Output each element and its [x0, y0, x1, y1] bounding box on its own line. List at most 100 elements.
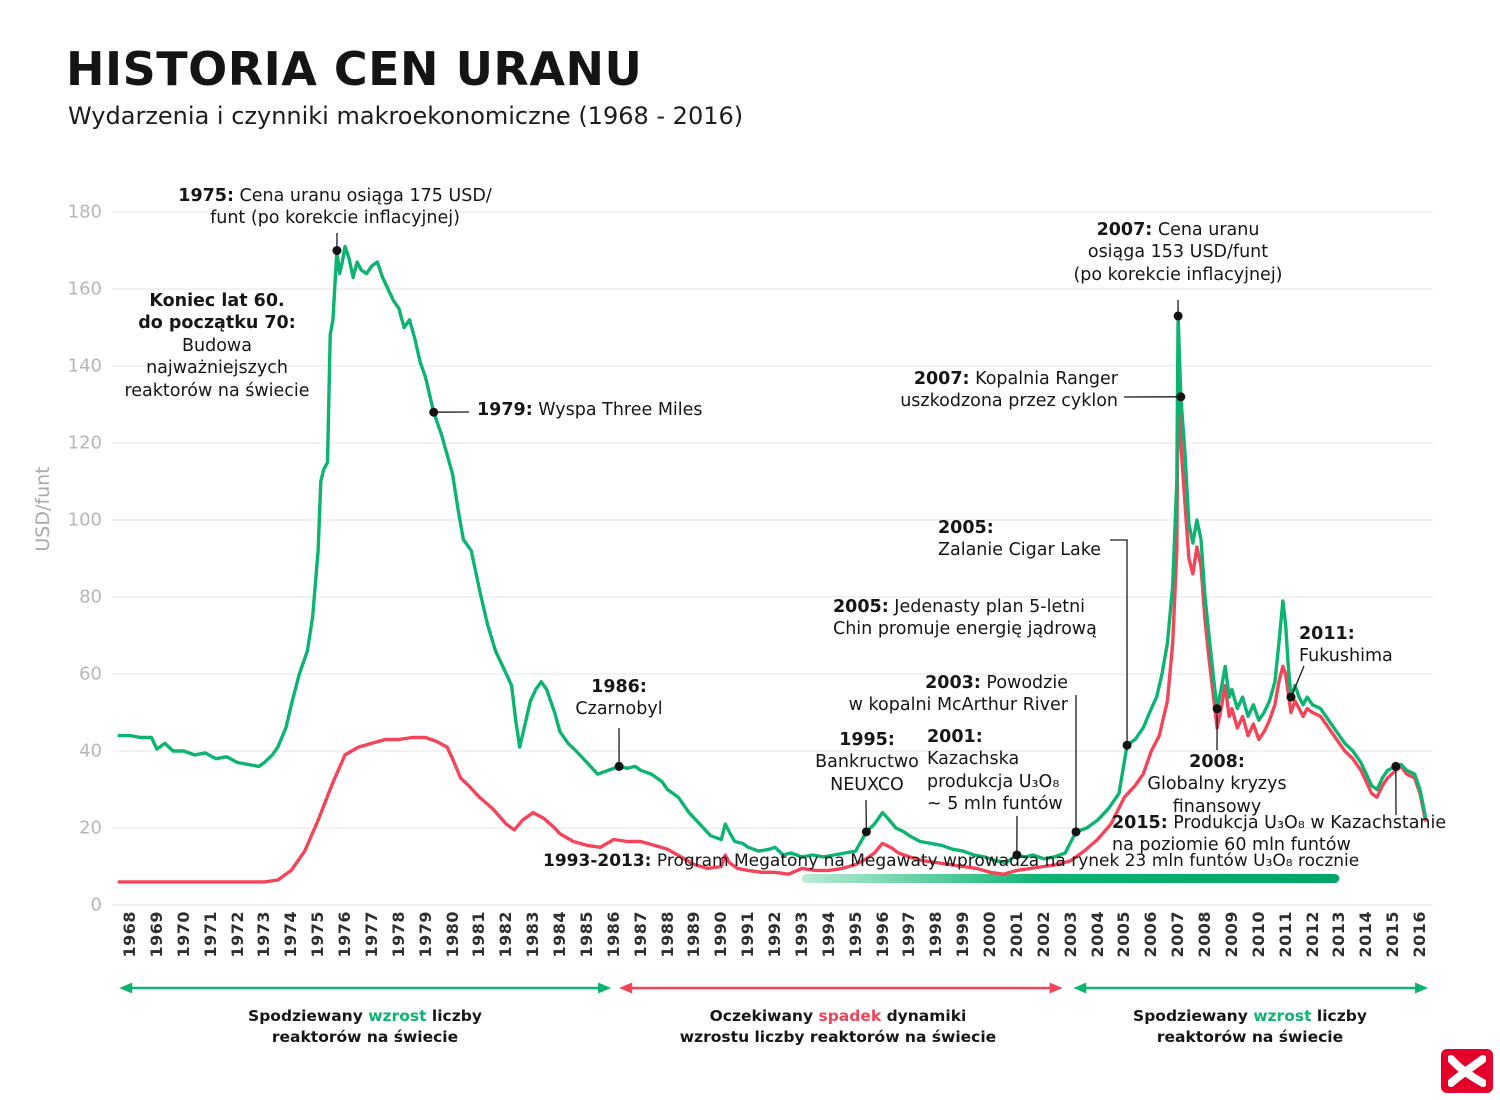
- x-tick-label: 1983: [523, 911, 543, 958]
- x-tick-label: 1980: [442, 911, 462, 958]
- annotation-text: Fukushima: [1299, 646, 1393, 667]
- x-tick-label: 1993: [791, 911, 811, 958]
- annotation-bold: 2005:: [833, 597, 889, 617]
- annotation-bold: 1995:: [839, 730, 895, 750]
- annotation-bold: 1986:: [591, 677, 647, 697]
- x-tick-label: 1977: [361, 911, 381, 958]
- y-tick-label: 120: [67, 432, 102, 454]
- x-tick-label: 1976: [335, 911, 354, 958]
- annotation-1975-peak: 1975: Cena uranu osiąga 175 USD/ funt (p…: [165, 185, 505, 230]
- arrow-label-line2: reaktorów na świecie: [1156, 1028, 1344, 1046]
- x-tick-label: 1968: [120, 911, 139, 958]
- y-tick-label: 100: [67, 509, 102, 531]
- arrow-label-line1: Oczekiwany spadek dynamiki: [709, 1007, 967, 1025]
- x-tick-label: 1995: [845, 911, 865, 958]
- y-tick-label: 60: [79, 663, 102, 685]
- x-tick-label: 1996: [872, 911, 892, 958]
- x-tick-label: 1998: [926, 911, 946, 958]
- annotation-text: Czarnobyl: [575, 699, 663, 720]
- x-tick-label: 1971: [200, 911, 220, 958]
- annotation-2005-cigar-lake: 2005: Zalanie Cigar Lake: [938, 517, 1118, 562]
- x-tick-label: 2002: [1033, 911, 1053, 958]
- annotation-text: Cena uranu osiąga 153 USD/funt (po korek…: [1073, 220, 1283, 285]
- y-tick-label: 140: [67, 355, 102, 377]
- annotation-bold: 2015:: [1112, 813, 1168, 833]
- x-tick-label: 1982: [496, 911, 516, 958]
- arrow-label-line1: Spodziewany wzrost liczby: [1133, 1007, 1367, 1025]
- annotation-2008-financial-crisis: 2008: Globalny kryzys finansowy: [1138, 751, 1296, 818]
- y-tick-label: 180: [67, 201, 102, 223]
- annotation-text: Wyspa Three Miles: [532, 400, 703, 420]
- x-tick-label: 2008: [1195, 911, 1214, 958]
- x-tick-label: 1999: [953, 911, 973, 958]
- x-tick-label: 1985: [576, 911, 596, 958]
- annotation-2007-ranger-mine: 2007: Kopalnia Ranger uszkodzona przez c…: [886, 368, 1118, 413]
- y-tick-label: 0: [90, 894, 102, 916]
- x-tick-label: 1987: [630, 911, 650, 958]
- x-tick-label: 1984: [550, 911, 569, 958]
- arrow-label-line2: wzrostu liczby reaktorów na świecie: [679, 1028, 997, 1046]
- annotation-2015-kazakh-output: 2015: Produkcja U₃O₈ w Kazachstanie na p…: [1112, 812, 1462, 857]
- y-tick-label: 80: [79, 586, 102, 608]
- arrow-label-line2: reaktorów na świecie: [271, 1028, 459, 1046]
- y-tick-label: 20: [79, 817, 102, 839]
- annotation-text: Produkcja U₃O₈ w Kazachstanie na poziomi…: [1112, 813, 1447, 856]
- x-tick-label: 1991: [738, 911, 758, 958]
- arrow-label-line1: Spodziewany wzrost liczby: [248, 1007, 482, 1025]
- annotation-bold: 2003:: [925, 673, 981, 693]
- annotation-bold: 2011:: [1299, 624, 1355, 644]
- annotation-text: Bankructwo NEUXCO: [815, 752, 919, 795]
- x-tick-label: 2013: [1329, 911, 1349, 958]
- x-tick-label: 2001: [1006, 911, 1026, 958]
- x-tick-label: 1975: [308, 911, 328, 958]
- highlight-spadek: spadek: [818, 1007, 882, 1025]
- x-tick-label: 2012: [1302, 911, 1322, 958]
- annotation-2011-fukushima: 2011: Fukushima: [1299, 623, 1419, 668]
- y-tick-label: 40: [79, 740, 102, 762]
- x-tick-label: 2003: [1060, 911, 1080, 958]
- x-tick-label: 2015: [1383, 911, 1403, 958]
- annotation-text: Budowa najważniejszych reaktorów na świe…: [124, 335, 310, 401]
- x-tick-label: 2005: [1114, 911, 1134, 958]
- annotation-text: Cena uranu osiąga 175 USD/ funt (po kore…: [210, 186, 492, 229]
- xtb-logo: [1441, 1049, 1493, 1093]
- y-tick-label: 160: [67, 278, 102, 300]
- highlight-wzrost: wzrost: [1253, 1007, 1312, 1025]
- x-tick-label: 1974: [281, 911, 301, 958]
- x-tick-label: 2016: [1410, 911, 1429, 958]
- x-tick-label: 2000: [980, 911, 999, 958]
- annotation-bold: 2001:: [927, 727, 983, 747]
- annotation-text: Kazachska produkcja U₃O₈ ~ 5 mln funtów: [927, 749, 1063, 815]
- x-tick-label: 1972: [227, 911, 247, 958]
- x-tick-label: 1989: [684, 911, 704, 958]
- annotation-bold: Koniec lat 60. do początku 70:: [138, 291, 296, 334]
- x-tick-label: 1979: [415, 911, 435, 958]
- annotation-2003-mcarthur-flood: 2003: Powodzie w kopalni McArthur River: [830, 672, 1068, 717]
- x-tick-label: 1992: [765, 911, 784, 958]
- x-tick-label: 1988: [657, 911, 677, 958]
- highlight-wzrost: wzrost: [368, 1007, 427, 1025]
- x-tick-label: 2009: [1221, 911, 1241, 958]
- x-tick-label: 1981: [469, 911, 489, 958]
- x-tick-label: 1969: [146, 911, 166, 958]
- x-tick-label: 1978: [388, 911, 408, 958]
- x-tick-label: 1973: [254, 911, 274, 958]
- annotation-late-60s: Koniec lat 60. do początku 70: Budowa na…: [112, 290, 322, 402]
- x-tick-label: 1997: [899, 911, 919, 958]
- x-tick-label: 2004: [1087, 911, 1107, 958]
- x-tick-label: 1994: [818, 911, 838, 958]
- annotation-1986-chernobyl: 1986: Czarnobyl: [558, 676, 680, 721]
- arrow-label-growth-1: Spodziewany wzrost liczby reaktorów na ś…: [155, 1006, 575, 1048]
- x-tick-label: 2010: [1248, 911, 1268, 958]
- x-tick-label: 2007: [1168, 911, 1188, 958]
- annotation-bold: 2005:: [938, 518, 994, 538]
- annotation-text: Globalny kryzys finansowy: [1147, 774, 1287, 817]
- annotation-bold: 1975:: [178, 186, 234, 206]
- x-tick-label: 1986: [603, 911, 623, 958]
- annotation-bold: 2007:: [1096, 220, 1153, 240]
- x-tick-label: 2011: [1275, 911, 1295, 958]
- page-title: HISTORIA CEN URANU: [66, 42, 643, 96]
- annotation-text: Jedenasty plan 5-letni Chin promuje ener…: [833, 597, 1097, 640]
- annotation-bold: 2008:: [1189, 752, 1245, 772]
